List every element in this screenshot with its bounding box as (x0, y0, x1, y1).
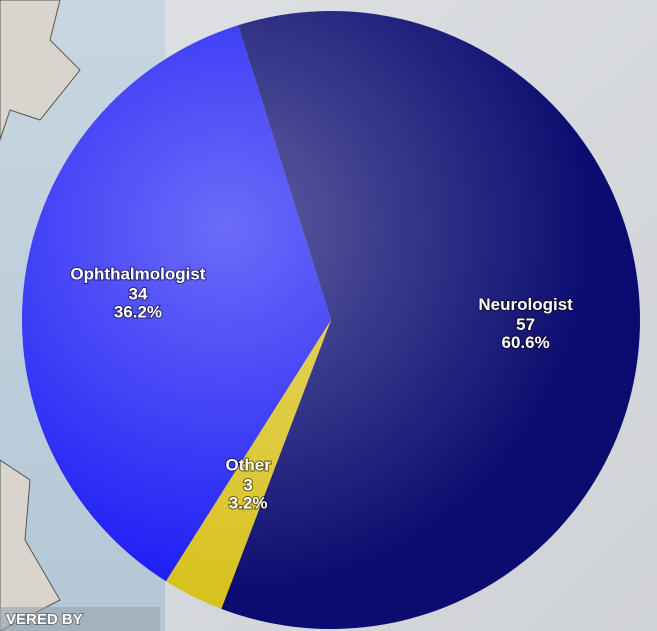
slice-percent: 3.2% (229, 493, 268, 512)
slice-label: Other (225, 455, 271, 474)
slice-percent: 60.6% (501, 333, 549, 352)
slice-percent: 36.2% (114, 302, 162, 321)
slice-value: 57 (516, 315, 535, 334)
page: {"chart_data": {"type": "pie", "categori… (0, 0, 657, 631)
chart: VERED BY Neurologist5760.6% Other33.2% Oph… (0, 0, 657, 631)
slice-label: Neurologist (478, 295, 573, 314)
slice-value: 34 (128, 284, 147, 303)
footer-text: VERED BY (6, 611, 83, 628)
slice-value: 3 (243, 475, 252, 494)
slice-label: Ophthalmologist (70, 264, 205, 283)
